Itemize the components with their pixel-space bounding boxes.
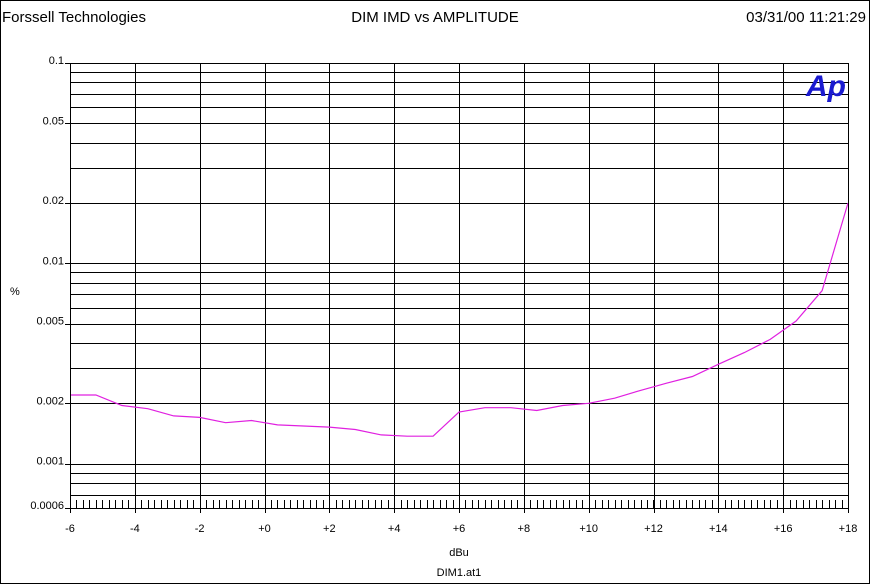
y-tick-label: 0.02 [43, 195, 64, 207]
ap-logo: Ap [805, 70, 846, 103]
chart-title: DIM IMD vs AMPLITUDE [351, 9, 519, 26]
tick-labels: 0.1 0.05 0.02 0.01 0.005 0.002 0.001 0.0006-6 -4… [30, 55, 857, 535]
x-axis-label: dBu [449, 547, 469, 559]
y-axis-label: % [10, 286, 20, 298]
x-tick-label: +16 [774, 523, 793, 535]
x-tick-label: +0 [258, 523, 271, 535]
timestamp: 03/31/00 11:21:29 [746, 9, 866, 26]
x-tick-label: +4 [388, 523, 401, 535]
y-tick-label: 0.001 [36, 456, 64, 468]
y-tick-label: 0.05 [43, 115, 64, 127]
grid [65, 63, 849, 513]
series-layer [70, 202, 849, 437]
y-tick-label: 0.0006 [30, 500, 64, 512]
x-tick-label: -2 [195, 523, 205, 535]
y-tick-label: 0.002 [36, 395, 64, 407]
x-tick-label: +2 [323, 523, 336, 535]
y-tick-label: 0.01 [43, 255, 64, 267]
x-tick-label: +6 [453, 523, 466, 535]
x-tick-label: +10 [579, 523, 598, 535]
x-tick-label: -6 [65, 523, 75, 535]
file-name: DIM1.at1 [437, 567, 482, 579]
x-tick-label: +14 [709, 523, 728, 535]
plot-border [70, 63, 849, 509]
x-tick-label: +18 [839, 523, 858, 535]
series-line [70, 202, 849, 437]
x-tick-label: -4 [130, 523, 140, 535]
company-name: Forssell Technologies [2, 9, 146, 26]
y-tick-label: 0.005 [36, 316, 64, 328]
x-tick-label: +12 [644, 523, 663, 535]
y-tick-label: 0.1 [49, 55, 64, 67]
x-tick-label: +8 [518, 523, 531, 535]
